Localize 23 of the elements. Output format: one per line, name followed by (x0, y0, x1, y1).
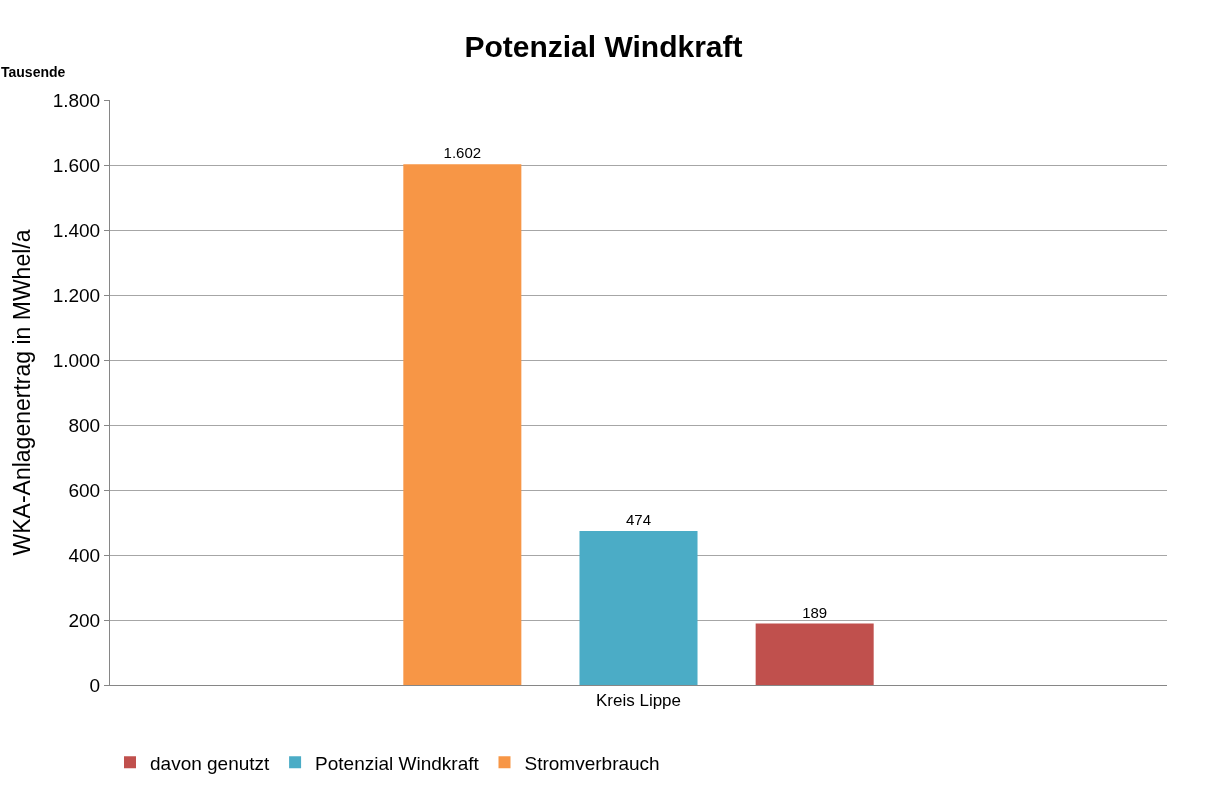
y-tick-label: 200 (68, 609, 101, 631)
chart-title: Potenzial Windkraft (464, 29, 743, 63)
x-tick-label: Kreis Lippe (595, 691, 682, 711)
text: Tausende (1, 64, 66, 80)
legend-label: Potenzial Windkraft (315, 752, 480, 774)
bar (755, 623, 874, 685)
bar (579, 530, 698, 685)
y-tick-label: 1.200 (52, 284, 101, 306)
y-tick-label: 1.000 (52, 349, 101, 371)
y-axis-title: WKA-Anlagenertrag in MWhel/a (9, 229, 36, 556)
legend-label: davon genutzt (150, 752, 271, 774)
y-tick-label: 0 (89, 674, 101, 696)
y-tick-label: 1.400 (52, 219, 101, 241)
data-label: 1.602 (443, 144, 482, 162)
y-tick-label: 1.600 (52, 154, 101, 176)
bar (403, 164, 522, 685)
y-tick-label: 400 (68, 544, 101, 566)
data-label: 189 (802, 603, 828, 621)
y-tick-label: 600 (68, 479, 101, 501)
legend-label: Stromverbrauch (524, 752, 660, 774)
y-tick-label: 1.800 (52, 89, 101, 111)
y-tick-label: 800 (68, 414, 101, 436)
data-label: 474 (625, 510, 652, 528)
